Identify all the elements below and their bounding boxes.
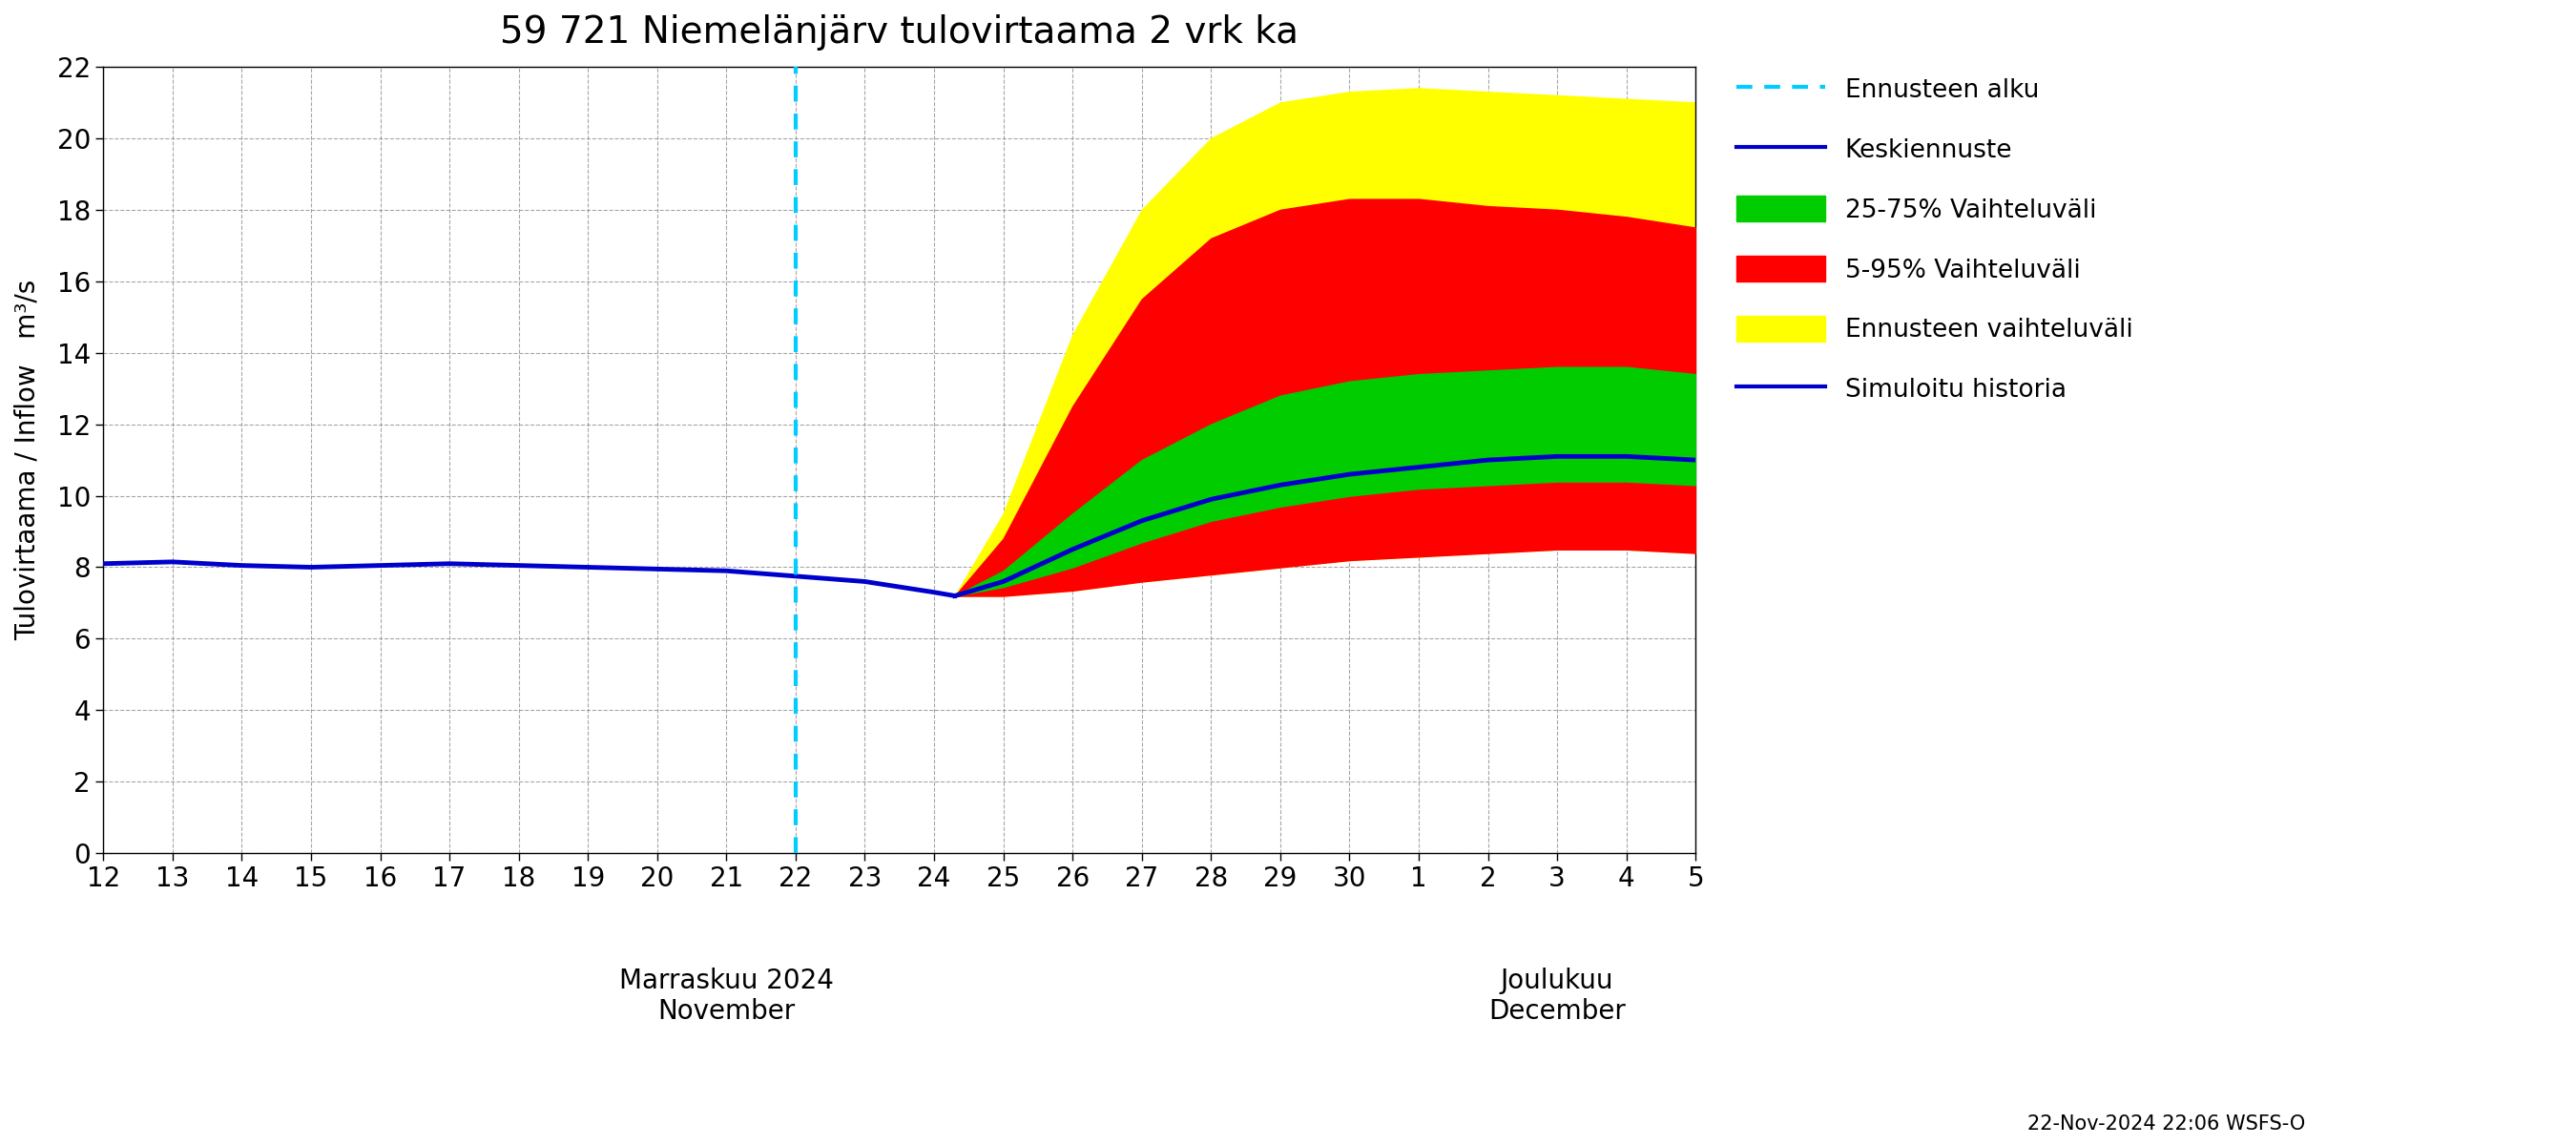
Text: Joulukuu
December: Joulukuu December xyxy=(1489,968,1625,1025)
Legend: Ennusteen alku, Keskiennuste, 25-75% Vaihteluväli, 5-95% Vaihteluväli, Ennusteen: Ennusteen alku, Keskiennuste, 25-75% Vai… xyxy=(1723,64,2146,416)
Y-axis label: Tulovirtaama / Inflow   m³/s: Tulovirtaama / Inflow m³/s xyxy=(15,279,41,640)
Text: 22-Nov-2024 22:06 WSFS-O: 22-Nov-2024 22:06 WSFS-O xyxy=(2027,1114,2306,1134)
Title: 59 721 Niemelänjärv tulovirtaama 2 vrk ka: 59 721 Niemelänjärv tulovirtaama 2 vrk k… xyxy=(500,14,1298,50)
Text: Marraskuu 2024
November: Marraskuu 2024 November xyxy=(618,968,835,1025)
